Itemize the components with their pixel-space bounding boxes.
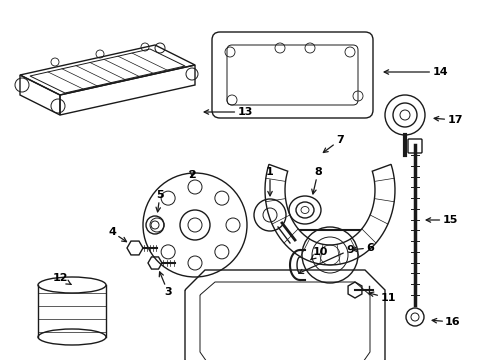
Text: 3: 3 bbox=[159, 272, 171, 297]
Text: 16: 16 bbox=[431, 317, 460, 327]
Text: 4: 4 bbox=[108, 227, 126, 242]
Text: 9: 9 bbox=[298, 245, 353, 274]
Text: 15: 15 bbox=[426, 215, 457, 225]
Text: 5: 5 bbox=[156, 190, 163, 212]
Text: 11: 11 bbox=[368, 292, 395, 303]
Text: 2: 2 bbox=[188, 170, 196, 180]
Text: 12: 12 bbox=[52, 273, 71, 284]
Text: 13: 13 bbox=[204, 107, 252, 117]
Text: 7: 7 bbox=[323, 135, 343, 153]
Text: 1: 1 bbox=[265, 167, 273, 196]
Text: 8: 8 bbox=[311, 167, 321, 194]
Text: 10: 10 bbox=[310, 247, 327, 260]
Text: 6: 6 bbox=[351, 243, 373, 253]
Text: 14: 14 bbox=[384, 67, 447, 77]
Text: 17: 17 bbox=[433, 115, 462, 125]
